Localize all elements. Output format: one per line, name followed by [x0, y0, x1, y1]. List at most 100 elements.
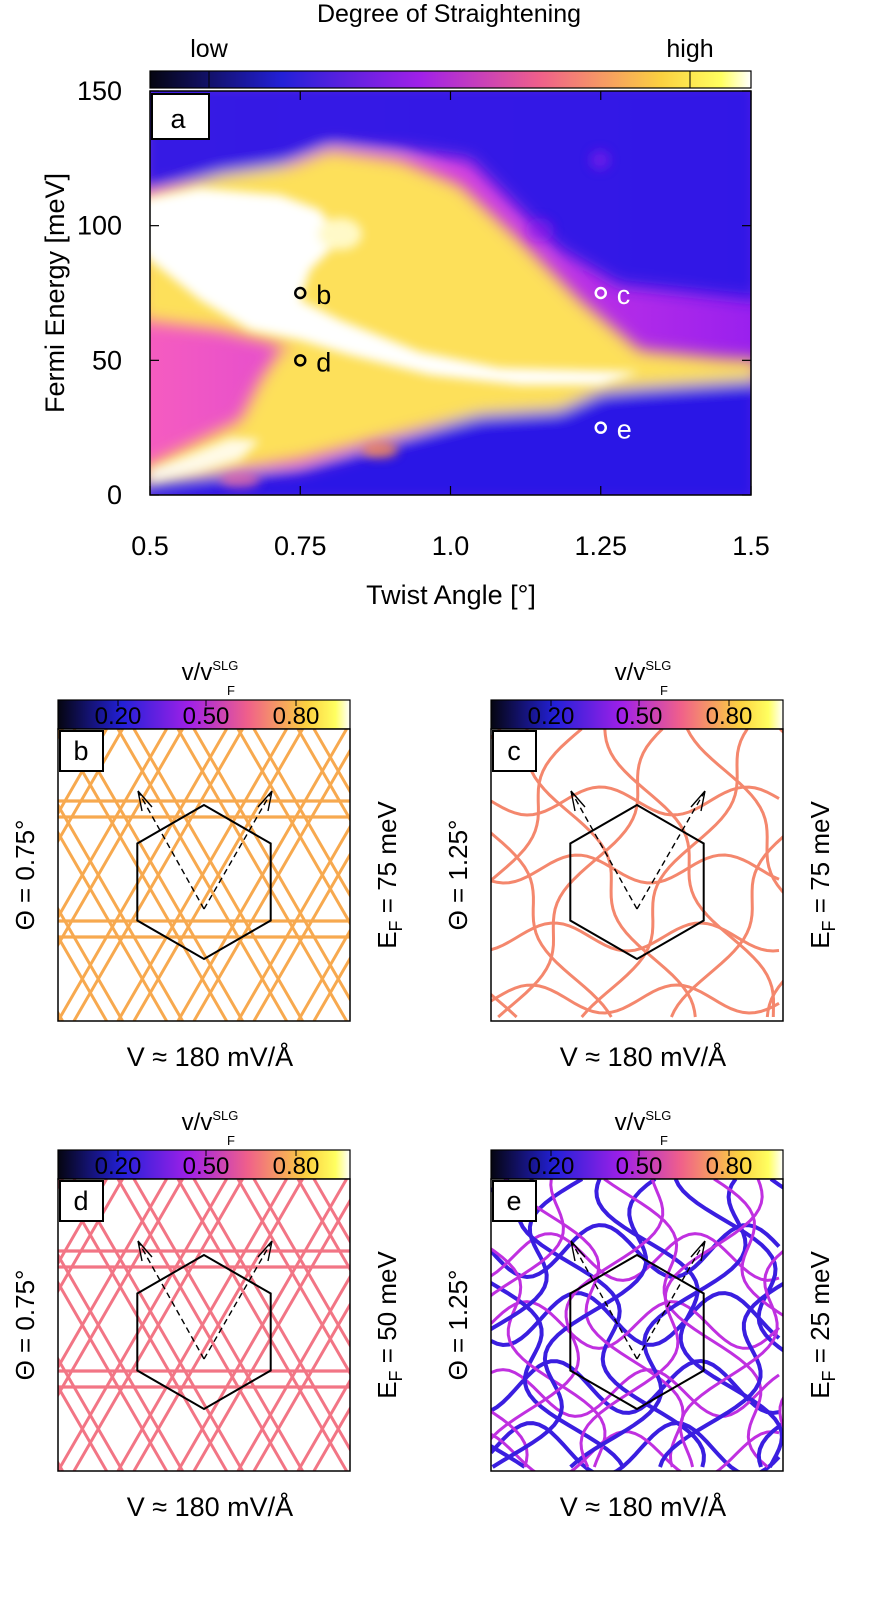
x-tick-label: 0.75: [274, 531, 327, 561]
colorbar-title-sub: F: [227, 683, 235, 698]
band-line: [252, 1301, 350, 1471]
y-tick-label: 100: [77, 211, 122, 241]
region-low-bottom: [150, 370, 751, 495]
plot-frame-c: [490, 728, 784, 1022]
colorbar-tick-label: 0.50: [616, 703, 663, 730]
marker-label-c: c: [617, 280, 631, 310]
band-line: [58, 906, 124, 1021]
fermi-energy-symbol: E: [805, 1381, 835, 1398]
region-max-upper: [150, 188, 640, 385]
band-curve: [491, 1179, 510, 1193]
band-line: [58, 729, 228, 1021]
region-dark-spot: [526, 218, 554, 242]
fermi-energy-label: EF = 25 meV: [805, 1251, 839, 1399]
colorbar-tick-label: 0.50: [183, 1153, 230, 1180]
marker-point-b: [294, 286, 307, 300]
colorbar-title-main: v/v: [615, 659, 646, 686]
band-line: [176, 1179, 348, 1471]
panel-label-box: [151, 93, 210, 140]
panel-label-box: [492, 1180, 537, 1222]
colorbar-title: v/vSLG: [182, 658, 239, 686]
x-tick-label: 1.5: [732, 531, 770, 561]
band-line: [58, 1179, 108, 1267]
band-curve: [603, 1179, 769, 1469]
fermi-energy-label: EF = 50 meV: [372, 1251, 406, 1399]
colorbar-title: v/vSLG: [182, 1108, 239, 1136]
colorbar-tick-label: 0.20: [528, 703, 575, 730]
arrow-head: [257, 1240, 273, 1262]
band-line: [312, 1179, 350, 1245]
band-curve: [497, 729, 664, 1019]
band-line: [252, 851, 350, 1021]
band-curve: [491, 1179, 565, 1298]
band-curve: [713, 1179, 783, 1318]
band-line: [116, 1179, 288, 1471]
heatmap: [150, 91, 751, 495]
band-line: [58, 729, 124, 844]
fermi-energy-symbol: E: [372, 931, 402, 948]
marker-point-c: [594, 286, 607, 300]
y-tick-label: 50: [92, 345, 122, 375]
band-curve: [678, 1249, 783, 1468]
colorbar-title: Degree of Straightening: [317, 0, 581, 28]
band-curve: [579, 1179, 764, 1468]
arrow-head: [137, 1240, 153, 1262]
band-curve: [491, 729, 502, 740]
band-lines: [0, 729, 350, 1021]
fermi-energy-subscript: F: [386, 1370, 406, 1381]
panel-label-box: [492, 730, 537, 772]
colorbar-a: [149, 70, 752, 89]
colorbar-low-label: low: [190, 35, 228, 63]
reciprocal-vector-arrow: [137, 1240, 205, 1360]
region-low-top: [150, 91, 751, 300]
band-curve: [491, 1409, 529, 1468]
reciprocal-vector-arrow: [137, 790, 205, 910]
band-line: [296, 1377, 350, 1471]
fermi-energy-value: = 25 meV: [805, 1251, 835, 1371]
band-line: [0, 729, 3, 1021]
marker-label-b: b: [316, 280, 331, 310]
region-high-lower: [150, 345, 600, 481]
band-line: [312, 729, 350, 795]
band-curve: [491, 1430, 780, 1471]
plot-frame-e: [490, 1178, 784, 1472]
y-axis-label: Fermi Energy [meV]: [40, 173, 70, 413]
reciprocal-vector-arrow: [636, 790, 706, 910]
band-line: [58, 933, 108, 1021]
x-tick-label: 1.0: [432, 531, 470, 561]
band-line: [192, 747, 350, 1021]
band-curve: [491, 921, 780, 953]
band-line: [58, 729, 184, 948]
colorbar-title-main: v/v: [182, 1109, 213, 1136]
region-max-lower: [150, 438, 260, 482]
band-line: [58, 1179, 184, 1398]
band-curve: [491, 1420, 781, 1471]
band-curve: [685, 729, 783, 895]
marker-point-d: [294, 354, 307, 367]
plot-frame-d: [57, 1178, 351, 1472]
band-curve: [491, 1179, 584, 1332]
twist-angle-label: Θ = 0.75°: [10, 1270, 40, 1381]
fermi-energy-label: EF = 75 meV: [372, 801, 406, 949]
colorbar-d: [57, 1149, 351, 1180]
band-curve: [491, 1232, 780, 1282]
colorbar-title-main: v/v: [182, 659, 213, 686]
band-line: [72, 729, 244, 1021]
x-tick-label: 0.5: [131, 531, 169, 561]
region-dark-spot: [590, 150, 610, 170]
x-tick-label: 1.25: [574, 531, 627, 561]
reciprocal-vector-arrow: [570, 1240, 638, 1360]
band-curve: [603, 729, 775, 1018]
band-line: [0, 1179, 3, 1471]
band-line: [58, 1179, 228, 1471]
band-line: [58, 1356, 124, 1471]
band-line: [192, 1197, 350, 1471]
marker-point-e: [594, 421, 607, 434]
band-curve: [491, 1179, 665, 1441]
colorbar-tick-label: 0.80: [706, 703, 753, 730]
field-strength-label: V ≈ 180 mV/Å: [127, 1491, 293, 1522]
band-curve: [491, 1247, 607, 1468]
